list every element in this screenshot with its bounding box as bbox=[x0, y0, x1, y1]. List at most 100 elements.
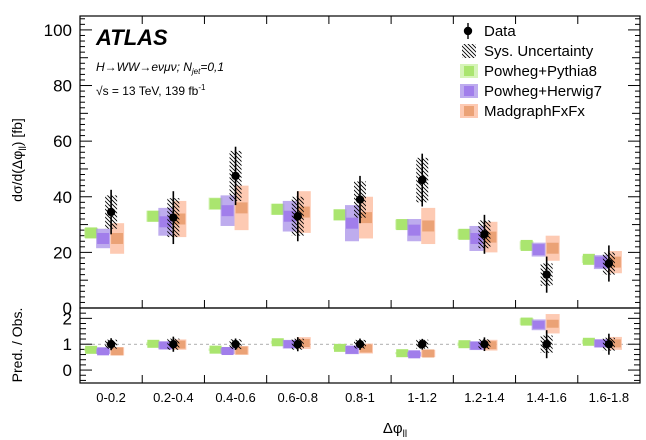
energy-annotation: √s = 13 TeV, 139 fb-1 bbox=[96, 83, 206, 98]
ratio-marker bbox=[422, 349, 435, 358]
ratio-marker bbox=[235, 346, 248, 355]
prediction-marker bbox=[520, 239, 533, 251]
x-tick-label: 0.4-0.6 bbox=[215, 390, 255, 405]
y-axis-title: dσ/d(Δφll) [fb] bbox=[9, 118, 29, 202]
data-point bbox=[604, 259, 614, 268]
ratio-y-tick-label: 1 bbox=[63, 335, 72, 354]
prediction-marker bbox=[582, 253, 595, 265]
data-point bbox=[293, 212, 302, 221]
ratio-y-tick-label: 2 bbox=[63, 309, 72, 328]
prediction-marker bbox=[221, 205, 234, 217]
ratio-series-powheg-pythia8 bbox=[84, 317, 596, 358]
prediction-marker bbox=[422, 220, 435, 232]
y-tick-label: 100 bbox=[44, 21, 72, 40]
ratio-marker bbox=[209, 345, 222, 354]
legend-marker bbox=[464, 66, 474, 76]
y-tick-label: 80 bbox=[53, 77, 72, 96]
main-panel: 0 20 40 60 80 100 bbox=[44, 15, 641, 318]
series-data bbox=[105, 146, 615, 293]
prediction-marker bbox=[396, 219, 409, 231]
legend-label: Powheg+Herwig7 bbox=[484, 83, 602, 100]
ratio-marker bbox=[532, 320, 545, 329]
ratio-data-point bbox=[231, 340, 240, 349]
ratio-marker bbox=[147, 339, 160, 348]
prediction-marker bbox=[97, 232, 110, 244]
atlas-label: ATLAS bbox=[95, 25, 168, 50]
ratio-marker bbox=[159, 341, 172, 350]
prediction-marker bbox=[111, 232, 124, 244]
prediction-marker bbox=[283, 210, 296, 222]
ratio-data-point bbox=[106, 340, 116, 349]
ratio-marker bbox=[594, 339, 607, 348]
data-point bbox=[106, 207, 116, 217]
legend-label: Powheg+Pythia8 bbox=[484, 63, 597, 80]
ratio-data-point bbox=[418, 340, 427, 349]
x-tick-label: 0.2-0.4 bbox=[153, 390, 193, 405]
prediction-marker bbox=[147, 210, 160, 222]
y-tick-label: 60 bbox=[53, 132, 72, 151]
process-annotation: H→WW→eνμν; Njet=0,1 bbox=[96, 60, 224, 76]
ratio-series-powheg-herwig7 bbox=[96, 319, 608, 359]
ratio-data-point bbox=[355, 340, 365, 349]
prediction-marker bbox=[85, 227, 98, 239]
legend: Data Sys. Uncertainty Powheg+Pythia8 Powheg… bbox=[460, 23, 602, 120]
ratio-marker bbox=[85, 345, 98, 354]
data-point bbox=[355, 195, 365, 204]
ratio-marker bbox=[546, 319, 559, 328]
data-point bbox=[169, 213, 178, 222]
legend-marker-sys bbox=[462, 44, 476, 58]
ratio-marker bbox=[283, 340, 296, 349]
ratio-marker bbox=[334, 343, 346, 352]
ratio-marker bbox=[470, 341, 483, 350]
legend-label-data: Data bbox=[484, 23, 516, 40]
prediction-marker bbox=[458, 228, 471, 240]
data-point bbox=[480, 230, 489, 239]
ratio-y-axis-title: Pred. / Obs. bbox=[9, 308, 25, 383]
x-tick-label: 1-1.2 bbox=[407, 390, 437, 405]
prediction-marker bbox=[408, 224, 421, 236]
prediction-marker bbox=[159, 216, 172, 228]
prediction-marker bbox=[271, 203, 284, 215]
ratio-marker bbox=[520, 317, 533, 326]
series-powheg-herwig7 bbox=[96, 195, 608, 270]
x-tick-label: 0.6-0.8 bbox=[278, 390, 318, 405]
x-tick-label: 1.6-1.8 bbox=[589, 390, 629, 405]
ratio-marker bbox=[97, 347, 110, 356]
ratio-marker bbox=[458, 340, 471, 349]
x-tick-label: 1.4-1.6 bbox=[526, 390, 566, 405]
ratio-data-point bbox=[169, 340, 178, 349]
y-tick-label: 0 bbox=[63, 299, 72, 318]
data-point bbox=[418, 175, 427, 185]
ratio-marker bbox=[582, 337, 595, 346]
x-tick-label: 1.2-1.4 bbox=[464, 390, 504, 405]
ratio-marker bbox=[408, 350, 421, 359]
prediction-marker bbox=[209, 198, 222, 210]
prediction-marker bbox=[470, 232, 483, 244]
x-tick-label: 0-0.2 bbox=[96, 390, 126, 405]
ratio-marker bbox=[221, 347, 234, 356]
ratio-series-data bbox=[105, 330, 615, 359]
prediction-marker bbox=[346, 217, 358, 229]
x-tick-label: 0.8-1 bbox=[345, 390, 375, 405]
legend-label: MadgraphFxFx bbox=[484, 103, 585, 120]
series-powheg-pythia8 bbox=[84, 197, 596, 265]
legend-marker bbox=[464, 106, 474, 116]
prediction-marker bbox=[235, 202, 248, 214]
x-axis-title: Δφll bbox=[383, 420, 407, 440]
prediction-marker bbox=[594, 256, 607, 268]
prediction-marker bbox=[532, 244, 545, 256]
ratio-marker bbox=[111, 347, 124, 356]
ratio-marker bbox=[346, 345, 358, 354]
ratio-panel: 0 1 2 0-0.2 0.2-0.4 0.4-0.6 0.6-0.8 0.8-1 1-1.2 1… bbox=[63, 307, 641, 405]
prediction-marker bbox=[334, 209, 346, 221]
data-point bbox=[231, 171, 240, 181]
ratio-data-point bbox=[542, 340, 551, 349]
ratio-marker bbox=[271, 338, 284, 347]
legend-marker bbox=[464, 86, 474, 96]
ratio-y-tick-label: 0 bbox=[63, 361, 72, 380]
data-point bbox=[542, 270, 551, 279]
prediction-marker bbox=[546, 242, 559, 254]
ratio-frame bbox=[79, 307, 641, 384]
y-tick-label: 40 bbox=[53, 188, 72, 207]
